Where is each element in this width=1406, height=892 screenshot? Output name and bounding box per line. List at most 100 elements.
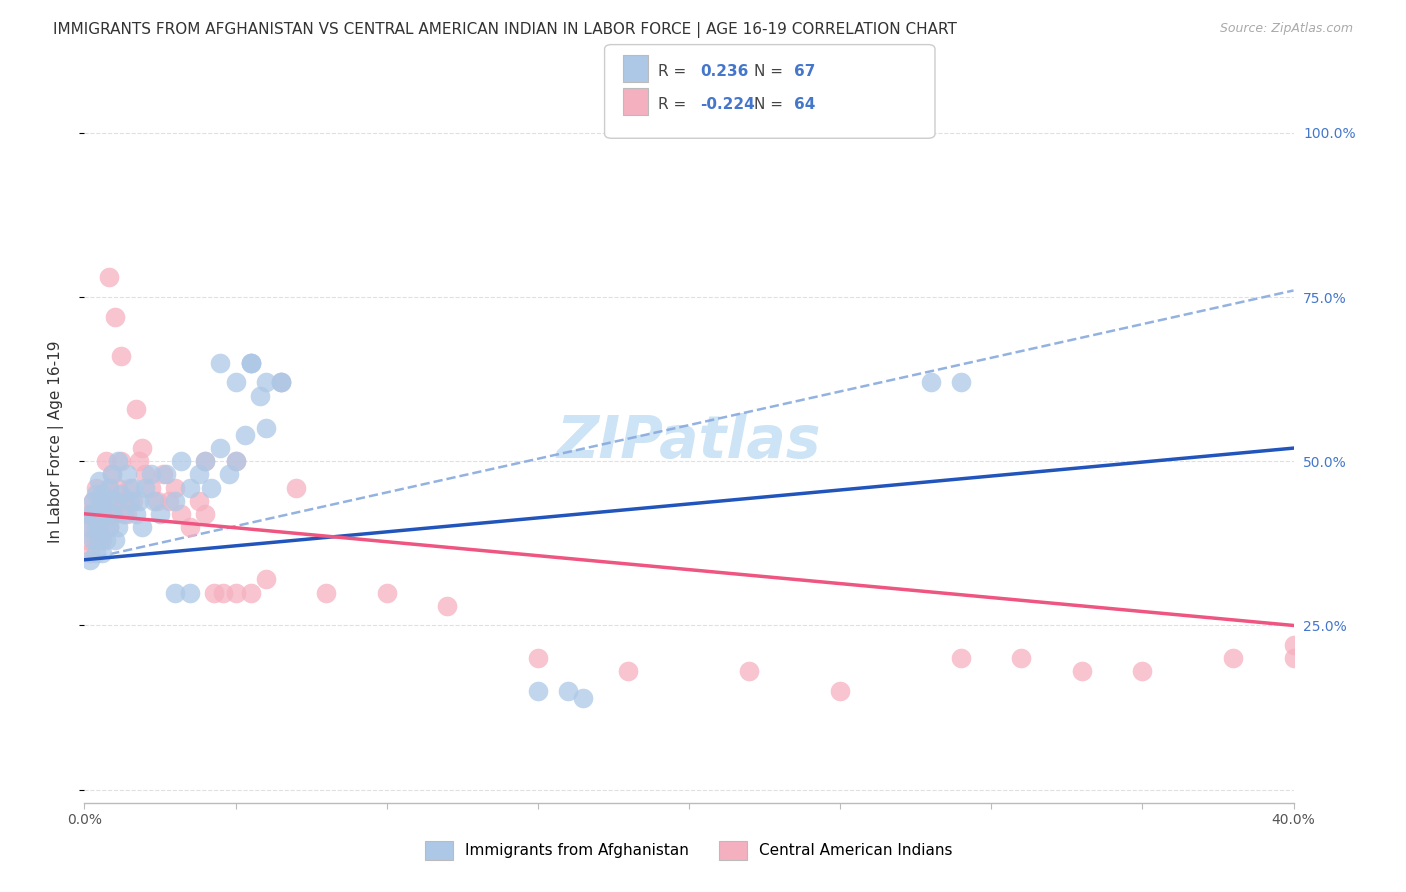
Point <box>1071 665 1094 679</box>
Point <box>202 585 225 599</box>
Point <box>170 507 193 521</box>
Point <box>225 585 247 599</box>
Point <box>1130 665 1153 679</box>
Point <box>110 487 132 501</box>
Point <box>91 507 114 521</box>
Point <box>239 585 262 599</box>
Point <box>128 493 150 508</box>
Point <box>270 376 292 390</box>
Point <box>254 421 277 435</box>
Point <box>738 665 761 679</box>
Point <box>82 493 104 508</box>
Point <box>121 493 143 508</box>
Text: ZIPatlas: ZIPatlas <box>557 413 821 470</box>
Point <box>91 487 114 501</box>
Point <box>86 520 108 534</box>
Point <box>527 651 550 665</box>
Point <box>86 546 108 560</box>
Point <box>89 507 111 521</box>
Point <box>89 520 111 534</box>
Point <box>115 467 138 482</box>
Point <box>94 507 117 521</box>
Point <box>527 684 550 698</box>
Point <box>212 585 235 599</box>
Text: R =: R = <box>658 64 692 78</box>
Text: 67: 67 <box>794 64 815 78</box>
Point <box>249 388 271 402</box>
Point <box>315 585 337 599</box>
Point <box>146 493 169 508</box>
Point <box>100 467 122 482</box>
Point <box>239 356 262 370</box>
Point <box>91 493 114 508</box>
Point <box>86 487 108 501</box>
Point <box>209 441 232 455</box>
Point <box>104 507 127 521</box>
Point <box>188 467 211 482</box>
Point <box>157 493 180 508</box>
Point <box>142 493 165 508</box>
Point <box>830 684 852 698</box>
Point <box>89 520 111 534</box>
Point <box>139 481 162 495</box>
Point <box>225 376 247 390</box>
Point <box>225 454 247 468</box>
Point <box>86 507 108 521</box>
Text: R =: R = <box>658 97 692 112</box>
Point <box>86 533 108 547</box>
Point <box>79 553 101 567</box>
Point <box>115 507 138 521</box>
Text: -0.224: -0.224 <box>700 97 755 112</box>
Point <box>239 356 262 370</box>
Point <box>239 356 262 370</box>
Point <box>1222 651 1244 665</box>
Point <box>89 500 111 515</box>
Point <box>82 533 104 547</box>
Point <box>617 665 640 679</box>
Point <box>91 546 114 560</box>
Text: Source: ZipAtlas.com: Source: ZipAtlas.com <box>1219 22 1353 36</box>
Point <box>950 376 973 390</box>
Point <box>94 533 117 547</box>
Point <box>194 454 217 468</box>
Point <box>89 474 111 488</box>
Point <box>125 401 148 416</box>
Point <box>270 376 292 390</box>
Point <box>100 507 122 521</box>
Point <box>131 441 153 455</box>
Point <box>112 507 135 521</box>
Point <box>128 454 150 468</box>
Point <box>79 546 101 560</box>
Point <box>209 356 232 370</box>
Point <box>179 520 201 534</box>
Point <box>950 651 973 665</box>
Point <box>107 520 129 534</box>
Point <box>86 481 108 495</box>
Point <box>104 533 127 547</box>
Point <box>1011 651 1033 665</box>
Point <box>436 599 458 613</box>
Point <box>76 533 98 547</box>
Point <box>97 481 120 495</box>
Point <box>170 454 193 468</box>
Point <box>82 507 104 521</box>
Point <box>194 454 217 468</box>
Point <box>79 520 101 534</box>
Y-axis label: In Labor Force | Age 16-19: In Labor Force | Age 16-19 <box>48 340 63 543</box>
Point <box>121 481 143 495</box>
Point <box>79 507 101 521</box>
Text: 0.236: 0.236 <box>700 64 748 78</box>
Point <box>110 349 132 363</box>
Point <box>134 467 156 482</box>
Point <box>179 481 201 495</box>
Point <box>254 376 277 390</box>
Point <box>572 690 595 705</box>
Point <box>110 454 132 468</box>
Point <box>557 684 579 698</box>
Point <box>920 376 942 390</box>
Point <box>165 585 187 599</box>
Legend: Immigrants from Afghanistan, Central American Indians: Immigrants from Afghanistan, Central Ame… <box>418 833 960 867</box>
Point <box>89 533 111 547</box>
Point <box>1282 651 1305 665</box>
Point <box>104 310 127 324</box>
